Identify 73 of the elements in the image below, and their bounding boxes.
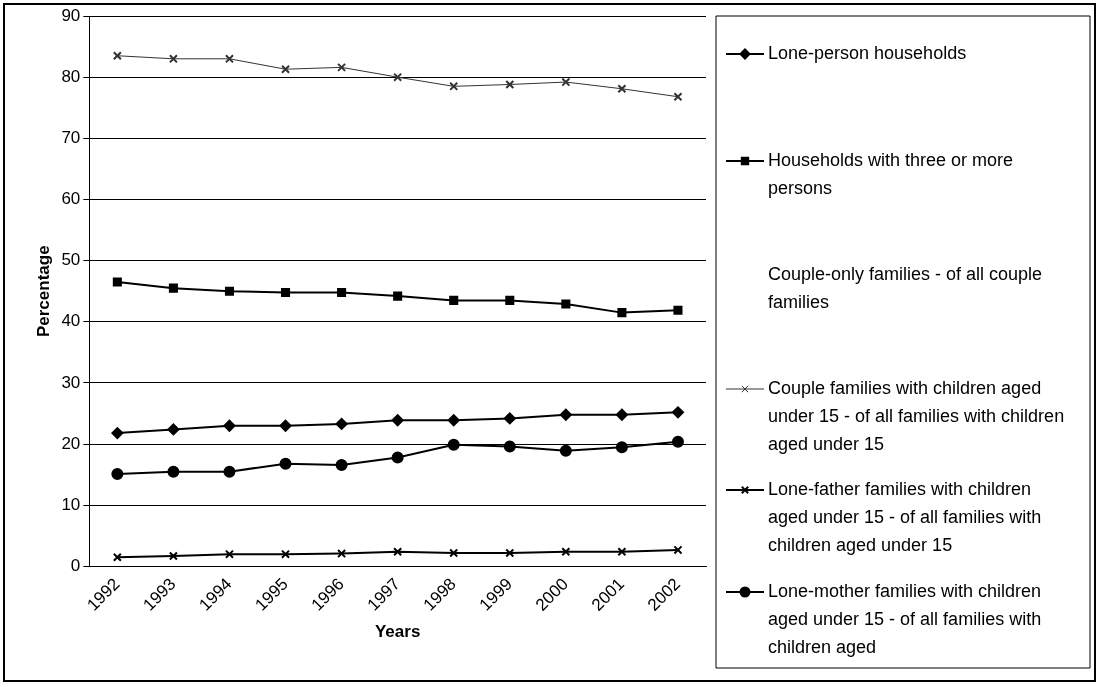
y-tick-label: 0 — [70, 556, 81, 576]
point — [615, 408, 628, 421]
point — [168, 283, 178, 293]
point — [337, 62, 347, 72]
point — [505, 295, 515, 305]
point — [673, 305, 683, 315]
y-tick-label: 90 — [61, 5, 81, 25]
point — [393, 72, 403, 82]
point — [167, 423, 180, 436]
point — [223, 465, 236, 478]
point — [617, 547, 627, 557]
point — [615, 441, 628, 454]
point — [391, 451, 404, 464]
y-tick-label: 60 — [61, 189, 81, 209]
point — [559, 408, 572, 421]
point — [168, 551, 178, 561]
point — [449, 81, 459, 91]
point — [111, 468, 124, 481]
point — [167, 465, 180, 478]
point — [393, 291, 403, 301]
y-axis-title: Percentage — [33, 245, 53, 338]
point — [335, 458, 348, 471]
y-tick-label: 20 — [61, 433, 81, 453]
point — [224, 54, 234, 64]
point — [335, 417, 348, 430]
point — [503, 440, 516, 453]
legend-label: Lone-father families with children aged under 15 - of all families with children aged under 15 — [768, 478, 1042, 555]
point — [449, 548, 459, 558]
point — [391, 414, 404, 427]
point — [671, 406, 684, 419]
legend-label: Lone-person households — [768, 42, 967, 63]
y-tick-label: 30 — [61, 372, 81, 392]
point — [279, 419, 292, 432]
point — [112, 277, 122, 287]
point — [337, 549, 347, 559]
point — [617, 84, 627, 94]
legend-label: Lone-mother families with children aged under 15 - of all families with children aged — [768, 580, 1042, 657]
point — [224, 549, 234, 559]
point — [168, 54, 178, 64]
point — [337, 287, 347, 297]
point — [112, 51, 122, 61]
point — [505, 79, 515, 90]
point — [280, 287, 291, 297]
point — [112, 552, 122, 562]
point — [559, 444, 572, 457]
y-tick-label: 80 — [61, 66, 81, 86]
y-tick-label: 10 — [61, 494, 81, 514]
point — [561, 547, 571, 557]
point — [111, 427, 124, 440]
x-axis-title: Years — [374, 622, 421, 642]
y-tick-label: 70 — [61, 128, 81, 148]
point — [280, 64, 291, 74]
point — [449, 295, 459, 305]
point — [393, 547, 403, 557]
point — [673, 545, 683, 555]
point — [223, 419, 236, 432]
y-tick-label: 40 — [61, 311, 81, 331]
point — [224, 286, 234, 296]
legend-label: Households with three or more persons — [768, 149, 1014, 198]
y-tick-label: 50 — [61, 250, 81, 270]
point — [561, 299, 571, 309]
text: Couple-only families - of all couple families — [768, 263, 1043, 312]
point — [503, 412, 516, 425]
point — [505, 548, 515, 558]
point — [447, 414, 460, 427]
point — [279, 457, 292, 470]
point — [447, 438, 460, 451]
point — [617, 308, 627, 318]
point — [561, 77, 571, 87]
point — [673, 92, 683, 102]
point — [280, 549, 291, 559]
point — [671, 435, 684, 448]
legend-label: Couple families with children aged under 15 - of all families with children aged under 15 — [768, 377, 1065, 454]
